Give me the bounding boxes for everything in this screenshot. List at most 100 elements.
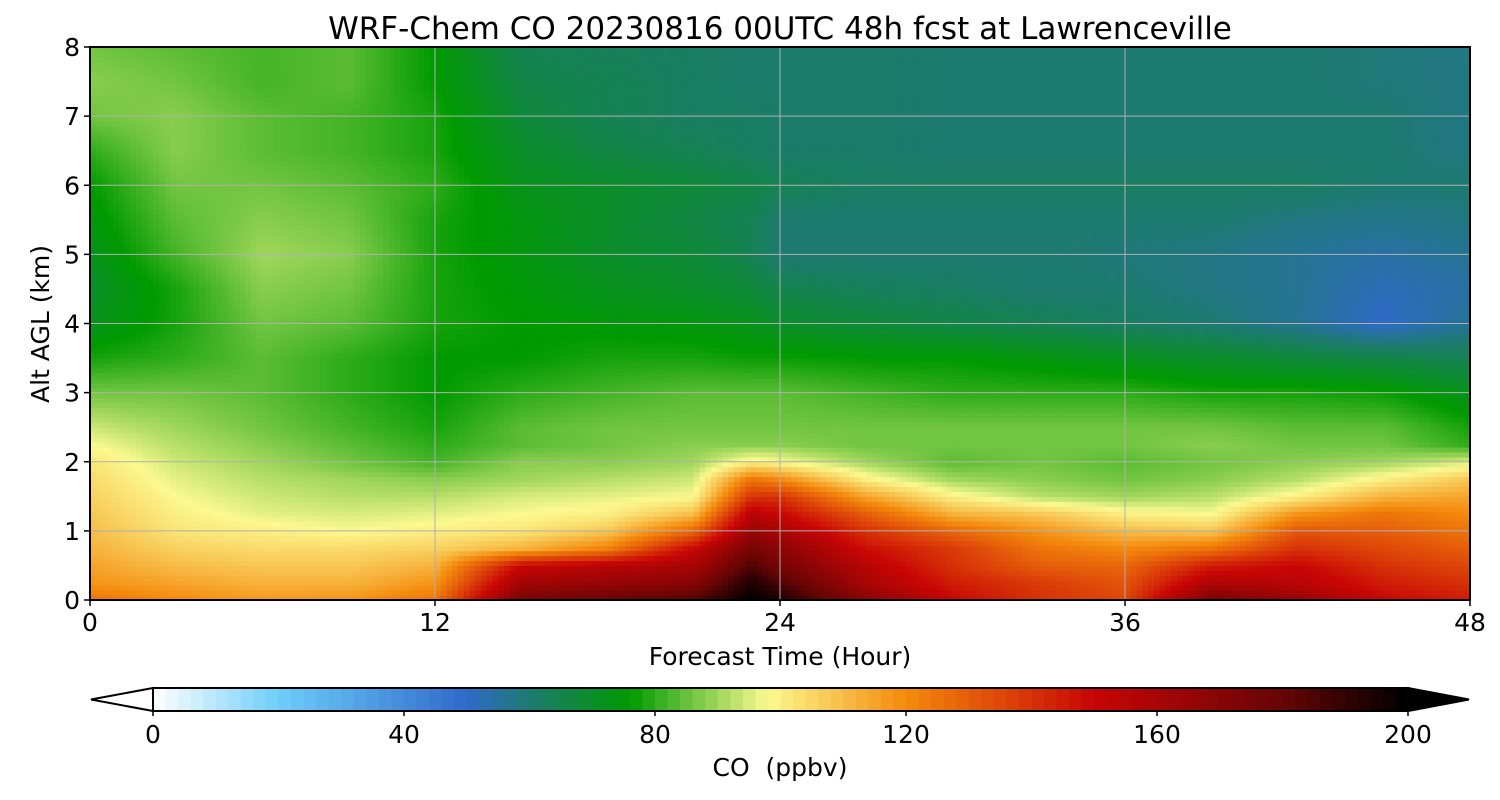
heatmap-cell <box>953 496 959 502</box>
heatmap-cell <box>987 536 993 542</box>
heatmap-cell <box>1326 506 1332 512</box>
heatmap-cell <box>1137 521 1143 527</box>
heatmap-cell <box>1039 506 1045 512</box>
heatmap-cell <box>567 546 573 552</box>
heatmap-cell <box>447 590 453 596</box>
heatmap-cell <box>682 551 688 557</box>
heatmap-cell <box>1229 580 1235 586</box>
heatmap-cell <box>953 570 959 576</box>
heatmap-cell <box>222 561 228 567</box>
heatmap-cell <box>498 575 504 581</box>
heatmap-cell <box>631 590 637 596</box>
heatmap-cell <box>1027 536 1033 542</box>
heatmap-cell <box>1303 516 1309 522</box>
heatmap-cell <box>245 506 251 512</box>
heatmap-cell <box>1010 516 1016 522</box>
heatmap-cell <box>1269 556 1275 562</box>
heatmap-cell <box>539 575 545 581</box>
heatmap-cell <box>935 551 941 557</box>
heatmap-cell <box>625 541 631 547</box>
heatmap-cell <box>136 546 142 552</box>
heatmap-cell <box>935 521 941 527</box>
heatmap-cell <box>1424 580 1430 586</box>
heatmap-cell <box>843 516 849 522</box>
heatmap-cell <box>935 575 941 581</box>
heatmap-cell <box>1321 541 1327 547</box>
heatmap-cell <box>1137 501 1143 507</box>
heatmap-cell <box>659 580 665 586</box>
heatmap-cell <box>849 516 855 522</box>
heatmap-cell <box>533 565 539 571</box>
heatmap-cell <box>130 521 136 527</box>
heatmap-cell <box>1154 551 1160 557</box>
heatmap-cell <box>941 580 947 586</box>
heatmap-cell <box>217 585 223 591</box>
heatmap-cell <box>838 511 844 517</box>
heatmap-cell <box>1200 580 1206 586</box>
heatmap-cell <box>1378 511 1384 517</box>
heatmap-cell <box>1252 531 1258 537</box>
heatmap-cell <box>1068 536 1074 542</box>
heatmap-cell <box>349 536 355 542</box>
heatmap-cell <box>700 590 706 596</box>
heatmap-cell <box>999 536 1005 542</box>
heatmap-cell <box>493 570 499 576</box>
heatmap-cell <box>1430 570 1436 576</box>
heatmap-cell <box>1315 516 1321 522</box>
heatmap-cell <box>878 570 884 576</box>
heatmap-cell <box>1211 575 1217 581</box>
heatmap-cell <box>803 590 809 596</box>
heatmap-cell <box>263 551 269 557</box>
heatmap-cell <box>1384 570 1390 576</box>
heatmap-cell <box>953 541 959 547</box>
heatmap-cell <box>889 556 895 562</box>
heatmap-cell <box>470 541 476 547</box>
heatmap-cell <box>659 570 665 576</box>
heatmap-cell <box>1367 590 1373 596</box>
heatmap-cell <box>504 570 510 576</box>
heatmap-cell <box>608 536 614 542</box>
heatmap-cell <box>274 585 280 591</box>
heatmap-cell <box>366 546 372 552</box>
heatmap-cell <box>924 546 930 552</box>
heatmap-cell <box>378 511 384 517</box>
heatmap-cell <box>544 536 550 542</box>
heatmap-cell <box>297 536 303 542</box>
heatmap-cell <box>1447 561 1453 567</box>
heatmap-cell <box>654 570 660 576</box>
heatmap-cell <box>717 496 723 502</box>
heatmap-cell <box>1102 546 1108 552</box>
heatmap-cell <box>792 506 798 512</box>
heatmap-cell <box>1188 546 1194 552</box>
heatmap-cell <box>682 580 688 586</box>
heatmap-cell <box>556 506 562 512</box>
heatmap-cell <box>274 496 280 502</box>
heatmap-cell <box>458 551 464 557</box>
heatmap-cell <box>613 511 619 517</box>
heatmap-cell <box>245 556 251 562</box>
heatmap-cell <box>746 541 752 547</box>
heatmap-cell <box>395 516 401 522</box>
heatmap-cell <box>964 506 970 512</box>
heatmap-cell <box>740 565 746 571</box>
heatmap-cell <box>999 501 1005 507</box>
heatmap-cell <box>412 575 418 581</box>
heatmap-cell <box>636 585 642 591</box>
heatmap-cell <box>217 531 223 537</box>
heatmap-cell <box>1407 506 1413 512</box>
heatmap-cell <box>1206 585 1212 591</box>
heatmap-cell <box>447 565 453 571</box>
heatmap-cell <box>1160 561 1166 567</box>
heatmap-cell <box>746 521 752 527</box>
heatmap-cell <box>1401 541 1407 547</box>
heatmap-cell <box>1010 570 1016 576</box>
heatmap-cell <box>1315 551 1321 557</box>
heatmap-cell <box>981 551 987 557</box>
heatmap-cell <box>636 575 642 581</box>
heatmap-cell <box>625 556 631 562</box>
heatmap-cell <box>1424 541 1430 547</box>
heatmap-cell <box>1424 516 1430 522</box>
heatmap-cell <box>792 546 798 552</box>
heatmap-cell <box>291 570 297 576</box>
heatmap-cell <box>999 556 1005 562</box>
